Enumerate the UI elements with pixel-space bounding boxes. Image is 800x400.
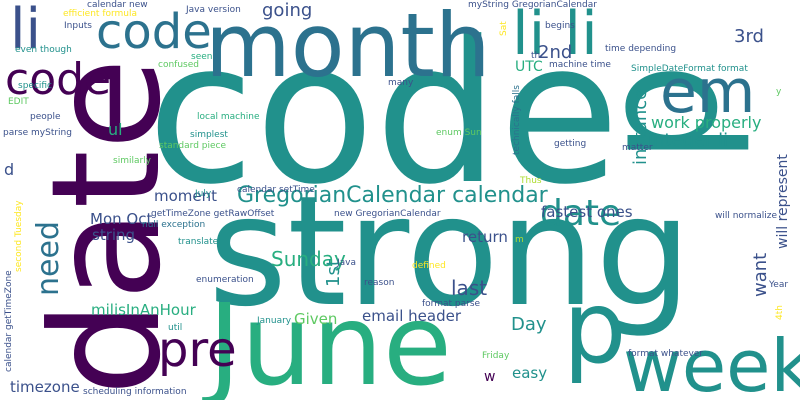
word-translate: translate	[178, 237, 219, 247]
word-week: week	[623, 324, 800, 400]
word-last: last	[451, 276, 488, 300]
word-calendar-gettimezone: calendar getTimeZone	[4, 270, 14, 372]
word-confused: confused	[158, 60, 199, 70]
word-need: need	[31, 221, 66, 296]
word-reason: reason	[364, 278, 395, 288]
word-util: util	[168, 323, 183, 333]
word-simpledateformat-format: SimpleDateFormat format	[631, 64, 748, 74]
word-calendar-settime: calendar setTime	[237, 185, 315, 195]
word-work-properly: work properly	[651, 113, 762, 132]
word-january: January	[257, 316, 292, 326]
word-thus: Thus	[520, 176, 542, 186]
word-java-version: Java version	[186, 5, 241, 15]
word-timezone: timezone	[10, 378, 80, 396]
word-d: d	[4, 160, 15, 179]
word-local-machine: local machine	[197, 112, 260, 122]
word-new-gregoriancalendar: new GregorianCalendar	[334, 209, 441, 219]
word-em: em	[660, 57, 756, 127]
word-string: string	[92, 226, 136, 244]
word-m: m	[515, 235, 524, 245]
word-instance: instance	[630, 88, 651, 165]
word-strong: strong	[208, 163, 692, 340]
word-simplest: simplest	[190, 130, 228, 140]
word-format-parse: format parse	[422, 299, 481, 309]
word-sat: Sat	[499, 21, 509, 36]
word-2nd: 2nd	[538, 42, 573, 63]
word-integer-li: integer li	[648, 130, 729, 151]
word-seen: seen	[191, 52, 213, 62]
word-pre: pre	[158, 322, 237, 378]
word-machine-time: machine time	[549, 60, 611, 70]
word-inputs: Inputs	[64, 21, 92, 31]
word-year: Year	[769, 280, 789, 290]
word-matter: matter	[622, 143, 653, 153]
word-will-normalize: will normalize	[715, 211, 778, 221]
word-getting: getting	[554, 139, 587, 149]
word-milisinanhour: milisInAnHour	[91, 301, 196, 319]
word-email-header: email header	[362, 307, 461, 325]
word-code-small: code	[96, 4, 212, 60]
word-defined: defined	[412, 261, 446, 271]
word-even-though: even though	[15, 45, 72, 55]
word-specific: specific	[18, 81, 53, 91]
word-gettimezone-getrawoffset: getTimeZone getRawOffset	[151, 209, 275, 219]
word-given: Given	[294, 310, 338, 328]
word-moment: moment	[154, 187, 218, 205]
word-format-whatever: format whatever	[628, 349, 704, 359]
word-mon-oct: Mon Oct	[90, 210, 153, 228]
word-july: July	[195, 189, 212, 199]
word-month: month	[205, 0, 491, 97]
word-return: return	[462, 228, 508, 246]
word-li: li	[10, 0, 42, 62]
word-efficient-formula: efficient formula	[63, 9, 138, 19]
word-th: th	[531, 51, 541, 61]
word-fastest-ones: fastest ones	[541, 203, 633, 221]
word-mystring-gregoriancalendar: myString GregorianCalendar	[468, 0, 597, 10]
word-w: w	[484, 369, 496, 385]
word-people: people	[30, 112, 61, 122]
word-li-li: li li	[512, 0, 598, 69]
word-scheduling-information: scheduling information	[83, 387, 187, 397]
word-3rd: 3rd	[734, 26, 764, 47]
word-enumeration: enumeration	[196, 275, 254, 285]
word-code-purple: code	[5, 54, 112, 105]
word-code: code	[147, 0, 620, 228]
word-4th: 4th	[775, 305, 785, 320]
word-day: Day	[511, 314, 547, 335]
word-null-exception: null exception	[142, 220, 206, 230]
word-y: y	[776, 87, 782, 97]
word-parse-mystring: parse myString	[3, 128, 72, 138]
word-time-depending: time depending	[605, 44, 677, 54]
word-easy: easy	[512, 364, 548, 382]
word-similarly: similarly	[113, 156, 151, 166]
word-june: June	[208, 281, 452, 400]
word-going: going	[262, 0, 313, 21]
word-utc: UTC	[515, 59, 543, 75]
word-begins: begins	[545, 21, 575, 31]
word-date-small: date	[540, 193, 622, 234]
word-gregoriancalendar-calendar: GregorianCalendar calendar	[237, 183, 548, 208]
word-will-represent: will represent	[775, 154, 791, 249]
word-java: Java	[337, 258, 357, 268]
word-p: p	[563, 269, 627, 386]
word-technically-falls: technically falls	[512, 85, 522, 155]
word-standard-piece: standard piece	[159, 141, 227, 151]
word-second-tuesday: second Tuesday	[14, 200, 24, 272]
word-calendar-new: calendar new	[87, 0, 148, 10]
word-ul: ul	[108, 120, 123, 139]
word-sunday: Sunday	[271, 247, 346, 271]
word-want: want	[750, 252, 771, 297]
word-many: many	[388, 78, 414, 88]
word-edit: EDIT	[8, 97, 29, 107]
word-enum-sun: enum Sun	[436, 128, 482, 138]
word-friday: Friday	[482, 351, 510, 361]
